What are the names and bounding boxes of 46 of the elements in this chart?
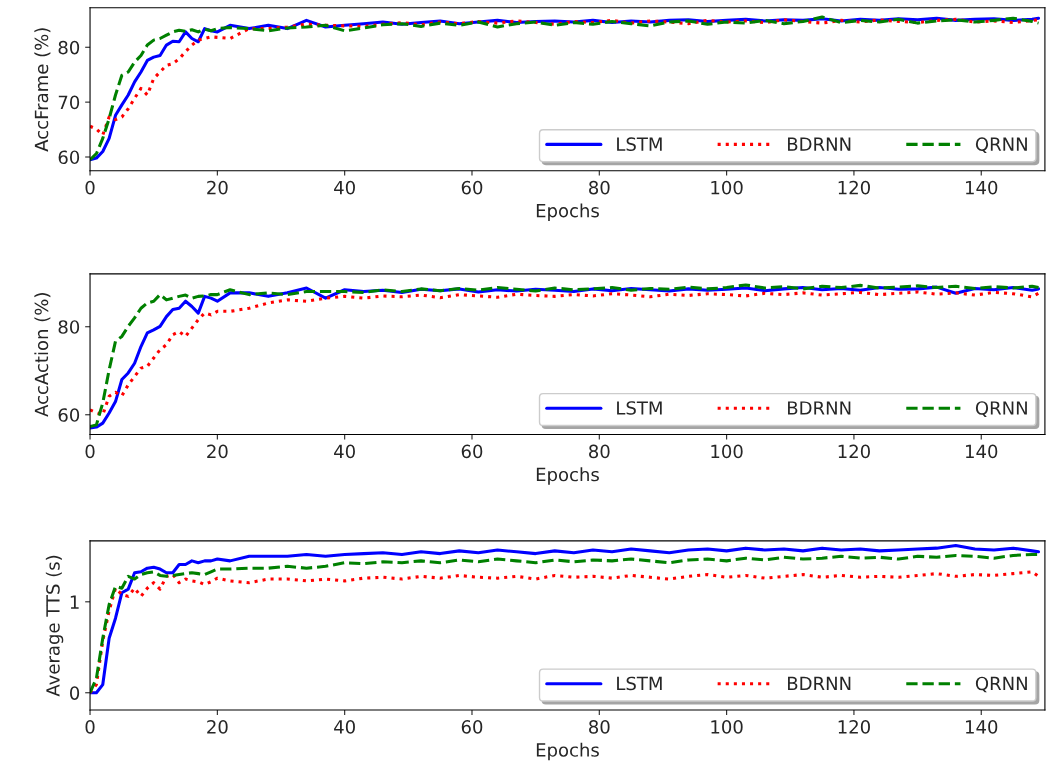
x-tick-label: 40 bbox=[334, 180, 355, 195]
legend-label: LSTM bbox=[617, 676, 662, 691]
legend-label: QRNN bbox=[975, 137, 1027, 154]
x-tick-label: 100 bbox=[711, 720, 743, 734]
x-tick-label: 40 bbox=[334, 720, 355, 734]
y-axis-title: AccFrame (%) bbox=[34, 28, 51, 152]
x-tick-label: 100 bbox=[711, 444, 743, 459]
y-tick-label: 80 bbox=[58, 320, 80, 334]
x-tick-label: 120 bbox=[838, 720, 870, 734]
x-tick-label: 140 bbox=[966, 444, 998, 459]
x-tick-label: 0 bbox=[85, 444, 95, 459]
y-tick-label: 0 bbox=[70, 686, 80, 700]
y-tick-label: 1 bbox=[70, 595, 79, 609]
x-tick-label: 0 bbox=[85, 720, 95, 734]
legend-label: LSTM bbox=[617, 137, 662, 151]
x-axis-title: Epochs bbox=[536, 203, 599, 221]
x-tick-label: 120 bbox=[838, 444, 870, 459]
x-tick-label: 80 bbox=[589, 720, 610, 734]
x-tick-label: 20 bbox=[207, 180, 228, 195]
x-tick-label: 80 bbox=[589, 180, 610, 195]
x-axis-title: Epochs bbox=[536, 467, 599, 485]
x-tick-label: 140 bbox=[966, 720, 998, 734]
y-axis-title: Average TTS (s) bbox=[45, 555, 64, 697]
x-tick-label: 0 bbox=[85, 180, 95, 195]
x-tick-label: 140 bbox=[966, 180, 998, 195]
y-tick-label: 60 bbox=[58, 408, 80, 422]
y-tick-label: 60 bbox=[58, 150, 80, 165]
y-tick-label: 80 bbox=[58, 40, 80, 55]
legend-label: BDRNN bbox=[788, 401, 851, 415]
x-tick-label: 80 bbox=[589, 444, 610, 459]
x-tick-label: 60 bbox=[461, 720, 483, 734]
legend-label: QRNN bbox=[975, 676, 1027, 693]
x-tick-label: 20 bbox=[207, 720, 228, 734]
x-tick-label: 40 bbox=[334, 444, 355, 459]
y-axis-title: AccAction (%) bbox=[34, 293, 51, 417]
legend-label: QRNN bbox=[975, 401, 1027, 417]
legend-label: BDRNN bbox=[788, 676, 851, 691]
x-tick-label: 120 bbox=[838, 180, 870, 195]
x-tick-label: 20 bbox=[207, 444, 228, 459]
x-tick-label: 100 bbox=[711, 180, 743, 195]
x-tick-label: 60 bbox=[461, 444, 483, 459]
y-tick-label: 70 bbox=[58, 95, 80, 110]
x-axis-title: Epochs bbox=[536, 742, 599, 761]
legend-label: LSTM bbox=[617, 401, 662, 415]
legend-label: BDRNN bbox=[788, 137, 851, 151]
x-tick-label: 60 bbox=[461, 180, 483, 195]
